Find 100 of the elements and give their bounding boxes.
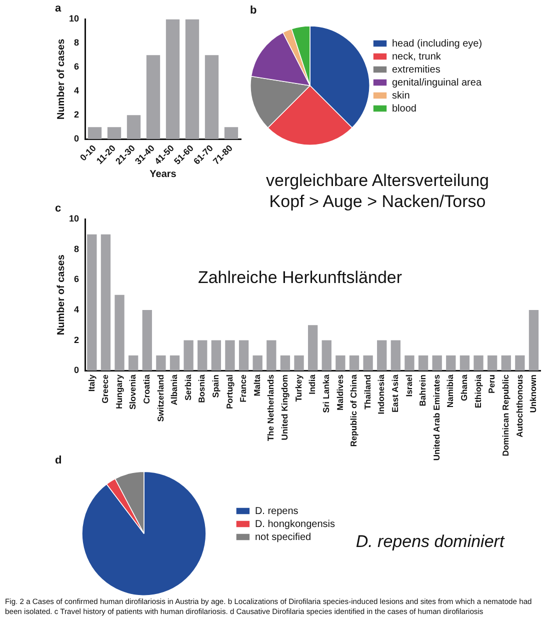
- x-tick-label: Peru: [486, 374, 497, 394]
- bar: [146, 55, 160, 140]
- bar: [185, 19, 200, 140]
- bar: [87, 234, 97, 371]
- legend-label: extremities: [392, 64, 440, 76]
- x-tick-label: Turkey: [293, 374, 304, 402]
- bar: [336, 355, 346, 371]
- bar: [114, 294, 124, 371]
- bar: [204, 55, 219, 140]
- y-tick-label: 6: [74, 62, 80, 72]
- y-tick-label: 10: [68, 214, 80, 224]
- bar: [252, 355, 262, 371]
- bar: [170, 355, 180, 371]
- bar: [100, 234, 111, 371]
- bar: [404, 355, 414, 371]
- bar: [308, 325, 318, 371]
- legend-label: skin: [392, 90, 410, 102]
- x-tick-label: Albania: [169, 374, 180, 406]
- x-tick-label: Bahrein: [418, 374, 428, 406]
- bar: [224, 127, 238, 140]
- bar: [446, 355, 456, 371]
- x-tick-label: East Asia: [390, 374, 400, 413]
- bar: [280, 355, 290, 371]
- bar: [390, 340, 400, 371]
- bar: [88, 127, 102, 140]
- bar: [528, 310, 539, 371]
- bar: [432, 355, 442, 371]
- chart-title: d: [55, 454, 62, 467]
- bar: [501, 355, 511, 371]
- x-tick-label: The Netherlands: [266, 374, 276, 442]
- text: D. repens dominiert: [354, 532, 506, 552]
- x-tick-label: United Arab Emirates: [431, 374, 442, 461]
- x-axis-title: Years: [150, 168, 177, 180]
- chart-title: c: [55, 202, 62, 215]
- bar: [126, 115, 141, 140]
- legend-label: head (including eye): [392, 38, 482, 50]
- bar: [349, 355, 360, 371]
- annotation: Zahlreiche Herkunftsländer: [196, 268, 404, 288]
- x-tick-label: Slovenia: [128, 374, 138, 410]
- bar: [460, 355, 470, 371]
- legend-label: neck, trunk: [392, 51, 442, 62]
- bar: [238, 340, 249, 371]
- y-tick-label: 4: [74, 86, 80, 96]
- x-tick-label: Dominican Republic: [500, 374, 510, 456]
- x-tick-label: India: [307, 374, 318, 394]
- x-tick-label: Indonesia: [376, 374, 386, 414]
- x-tick-label: Israel: [404, 374, 414, 397]
- y-tick-label: 0: [74, 134, 80, 144]
- bar: [198, 340, 208, 371]
- bar: [142, 310, 152, 371]
- x-tick-label: Republic of China: [348, 374, 359, 447]
- y-tick-label: 8: [74, 38, 80, 48]
- bar: [474, 355, 484, 371]
- y-tick-label: 8: [74, 244, 80, 254]
- x-tick-label: Maldives: [334, 374, 345, 410]
- y-tick-label: 10: [68, 14, 80, 24]
- bar: [515, 355, 525, 371]
- chart-title: a: [55, 2, 62, 15]
- bar: [363, 355, 373, 371]
- legend-label: genital/inguinal area: [392, 77, 482, 88]
- x-tick-label: Unknown: [528, 374, 538, 413]
- bar: [156, 355, 166, 371]
- chart-title: b: [250, 4, 257, 17]
- bar: [211, 340, 222, 371]
- bar: [377, 340, 387, 371]
- bar: [322, 340, 332, 371]
- bar: [487, 355, 498, 371]
- x-tick-label: Italy: [86, 374, 96, 392]
- x-tick-label: Hungary: [114, 374, 124, 410]
- x-tick-label: Bosnia: [196, 374, 207, 403]
- y-tick-label: 6: [74, 274, 80, 284]
- x-tick-label: Portugal: [224, 374, 234, 410]
- text: vergleichbare Altersverteilung: [264, 171, 490, 191]
- y-tick-label: 0: [74, 365, 80, 376]
- y-tick-label: 2: [74, 110, 80, 120]
- legend-label: blood: [392, 103, 416, 114]
- bar: [184, 340, 194, 371]
- x-tick-label: Spain: [210, 374, 221, 398]
- legend-label: not specified: [254, 532, 312, 543]
- x-tick-label: Malta: [252, 374, 262, 396]
- x-tick-label: Ethiopia: [472, 374, 483, 408]
- x-tick-label: Croatia: [141, 374, 152, 404]
- y-axis-title: Number of cases: [56, 38, 67, 120]
- bar: [418, 355, 428, 371]
- bar: [128, 355, 138, 371]
- legend-label: D. repens: [254, 506, 298, 517]
- y-axis-title: Number of cases: [56, 254, 67, 336]
- x-tick-label: Sri Lanka: [320, 374, 331, 413]
- bar: [294, 355, 304, 371]
- text: Kopf > Auge > Nacken/Torso: [268, 192, 487, 212]
- x-tick-label: Greece: [100, 374, 110, 404]
- x-tick-label: Switzerland: [155, 374, 166, 422]
- x-tick-label: Serbia: [182, 374, 193, 401]
- bar: [266, 340, 276, 371]
- bar: [166, 19, 180, 140]
- x-tick-label: Autochthonous: [514, 374, 524, 438]
- bar: [225, 340, 235, 371]
- x-tick-label: United Kingdom: [280, 374, 290, 440]
- y-tick-label: 4: [74, 304, 80, 314]
- bar: [107, 127, 122, 140]
